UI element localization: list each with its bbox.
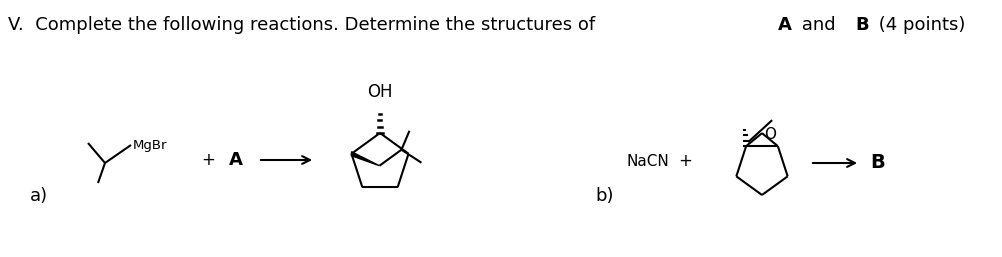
Text: and: and [796, 16, 842, 34]
Text: OH: OH [368, 83, 393, 101]
Text: A: A [229, 151, 242, 169]
Text: a): a) [30, 187, 48, 205]
Text: (4 points): (4 points) [873, 16, 965, 34]
Text: A: A [778, 16, 792, 34]
Text: b): b) [595, 187, 613, 205]
Text: O: O [764, 127, 776, 142]
Text: B: B [855, 16, 869, 34]
Text: NaCN: NaCN [627, 153, 669, 169]
Polygon shape [352, 152, 380, 166]
Text: V.  Complete the following reactions. Determine the structures of: V. Complete the following reactions. Det… [8, 16, 601, 34]
Text: +: + [678, 152, 692, 170]
Text: +: + [201, 151, 215, 169]
Text: MgBr: MgBr [133, 139, 167, 151]
Text: B: B [871, 153, 886, 172]
